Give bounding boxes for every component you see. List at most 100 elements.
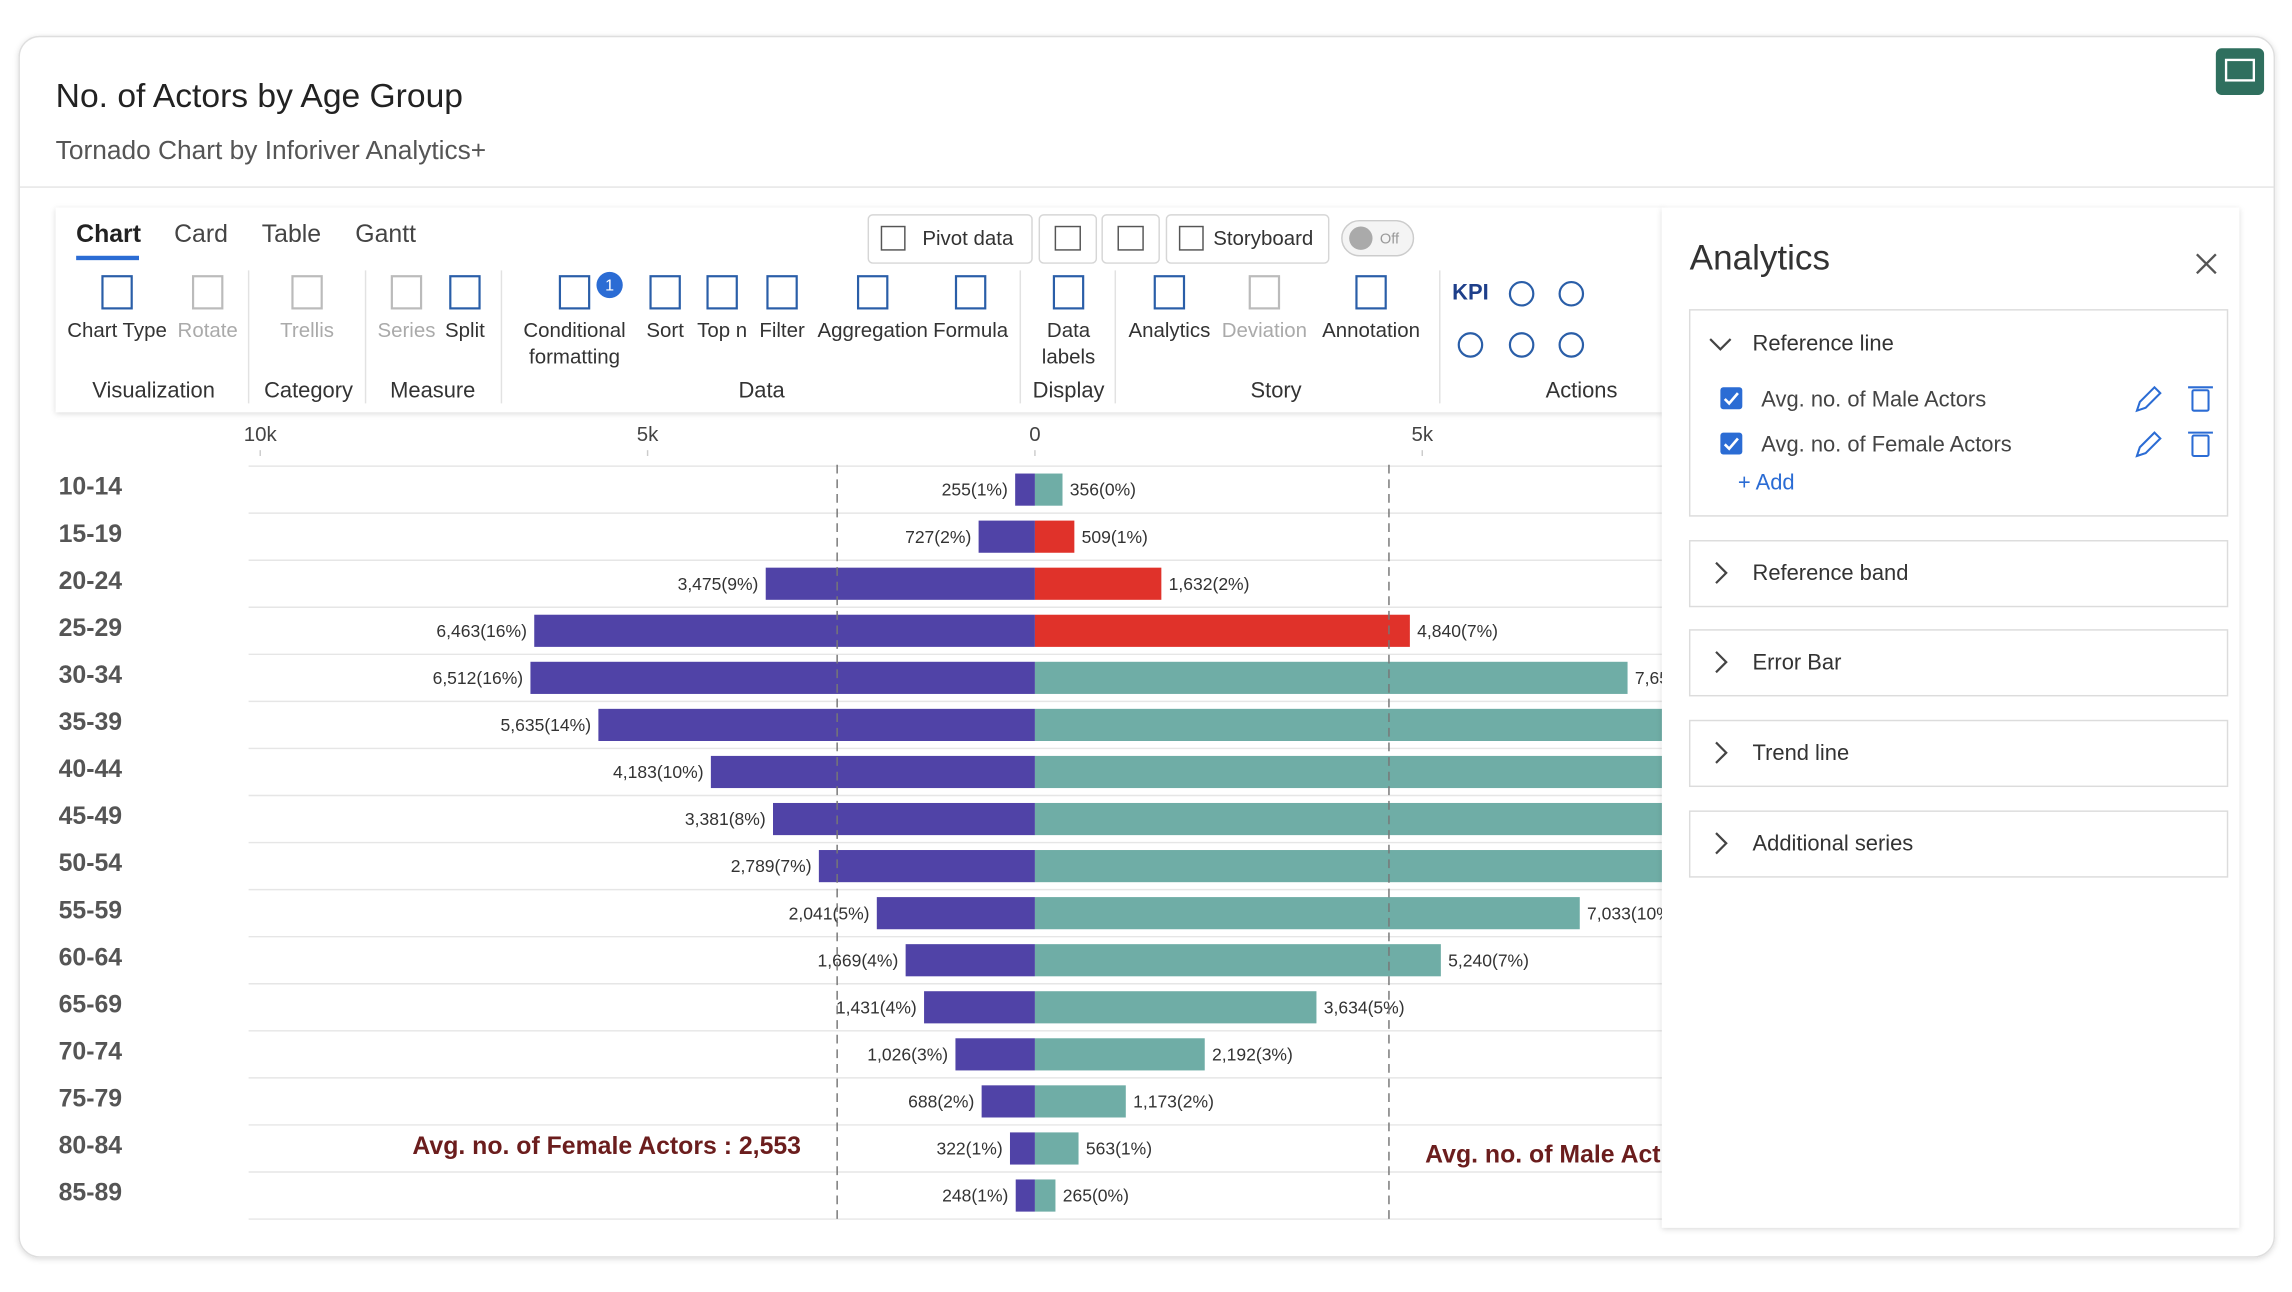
section-box[interactable] (1688, 719, 2229, 788)
section-title[interactable]: Trend line (1753, 740, 1850, 765)
ribbon-button-label[interactable]: Sort (646, 319, 684, 342)
ribbon-button-label[interactable]: Data (1047, 319, 1091, 342)
top-button[interactable] (867, 214, 1033, 264)
badge-count: 1 (605, 277, 614, 295)
ribbon-icon[interactable] (1052, 275, 1085, 310)
section-box[interactable] (1688, 540, 2229, 608)
ribbon-icon[interactable] (766, 275, 798, 310)
toggle-label: Off (1380, 232, 1400, 248)
action-icon[interactable] (1558, 332, 1585, 358)
delete-icon[interactable] (2191, 434, 2210, 458)
edit-icon[interactable] (2135, 385, 2162, 413)
category-label: 35-39 (59, 709, 123, 736)
delete-icon[interactable] (2191, 389, 2210, 412)
kpi-button[interactable]: KPI (1452, 280, 1489, 305)
chevron-down[interactable] (1709, 338, 1732, 351)
ribbon-button-label[interactable]: Filter (759, 319, 805, 342)
checkbox[interactable] (1720, 387, 1743, 410)
bar (1034, 661, 1628, 694)
ribbon-group-label: Data (738, 377, 785, 402)
ribbon-icon[interactable] (856, 275, 889, 310)
section-box[interactable] (1688, 810, 2229, 878)
data-label: 6,512(16%) (433, 668, 524, 688)
close-button[interactable] (2196, 253, 2217, 275)
tab[interactable]: Gantt (355, 221, 416, 248)
data-label: 1,632(2%) (1169, 574, 1250, 594)
data-label: 727(2%) (905, 527, 971, 547)
title: No. of Actors by Age Group (56, 78, 463, 115)
ribbon-icon[interactable] (1355, 275, 1387, 310)
bar (1034, 473, 1063, 506)
data-label: 7,033(10%) (1587, 903, 1678, 923)
ribbon-button-label[interactable]: Split (445, 319, 485, 342)
section-title[interactable]: Reference band (1753, 560, 1909, 585)
ribbon-button-label[interactable]: Analytics (1128, 319, 1210, 342)
bar (1034, 944, 1441, 977)
ribbon-button-label[interactable]: labels (1042, 345, 1095, 368)
action-icon[interactable] (1457, 332, 1484, 358)
category-label: 30-34 (59, 662, 123, 689)
category-label: 55-59 (59, 897, 123, 924)
section-title[interactable]: Additional series (1753, 831, 1914, 856)
report-icon[interactable] (2215, 48, 2265, 95)
checkbox[interactable] (1720, 432, 1743, 455)
ribbon-group-label: Category (264, 377, 353, 402)
category-label: 10-14 (59, 474, 123, 501)
section-title[interactable]: Reference line (1753, 331, 1894, 356)
chevron-right (1715, 741, 1728, 764)
bar (978, 520, 1035, 553)
data-label: 4,840(7%) (1417, 621, 1498, 641)
subtitle: Tornado Chart by Inforiver Analytics+ (56, 135, 486, 165)
ribbon-group-label: Actions (1546, 377, 1618, 402)
top-button-icon (880, 225, 906, 251)
data-label: 688(2%) (908, 1092, 974, 1112)
bar (924, 991, 1035, 1024)
action-icon[interactable] (1508, 280, 1535, 307)
category-label: 25-29 (59, 615, 123, 642)
action-icon[interactable] (1558, 280, 1585, 307)
data-label: 1,669(4%) (817, 950, 898, 970)
section-title[interactable]: Error Bar (1753, 649, 1842, 674)
ribbon-icon[interactable] (101, 275, 133, 310)
section-box[interactable] (1688, 629, 2229, 697)
chevron-right (1715, 832, 1728, 855)
x-tick-label: 0 (1029, 423, 1040, 446)
ribbon-icon[interactable] (1153, 275, 1186, 310)
bar (876, 897, 1035, 930)
data-label: 6,463(16%) (436, 621, 527, 641)
icon-button[interactable] (1101, 214, 1160, 264)
ribbon-button-label[interactable]: Top n (697, 319, 747, 342)
bar (905, 944, 1035, 977)
data-label: 1,026(3%) (867, 1044, 948, 1064)
bar (981, 1085, 1035, 1118)
bar (1034, 520, 1075, 553)
ribbon-icon[interactable] (558, 275, 591, 310)
tab[interactable]: Card (174, 221, 228, 248)
edit-icon[interactable] (2135, 431, 2162, 458)
tab[interactable]: Chart (76, 221, 141, 248)
ribbon-button-label[interactable]: Annotation (1322, 319, 1420, 342)
ribbon-icon[interactable] (954, 275, 987, 310)
chevron-right (1715, 561, 1728, 584)
tab[interactable]: Table (262, 221, 321, 248)
ribbon-button-label[interactable]: Conditional (523, 319, 625, 342)
x-tick-label: 5k (1411, 423, 1433, 446)
ribbon-button-label[interactable]: formatting (529, 345, 620, 368)
ribbon-button-label[interactable]: Aggregation (818, 319, 928, 342)
data-label: 3,475(9%) (678, 574, 759, 594)
top-button[interactable] (1165, 214, 1330, 264)
icon-button[interactable] (1038, 214, 1098, 264)
tab-underline (76, 255, 139, 261)
ribbon-button-label[interactable]: Formula (933, 319, 1009, 342)
ribbon-button-label[interactable]: Chart Type (67, 319, 167, 342)
category-label: 20-24 (59, 568, 123, 595)
ribbon-button-label: Deviation (1222, 319, 1307, 342)
ribbon-icon[interactable] (649, 275, 681, 310)
ribbon-icon[interactable] (706, 275, 738, 310)
category-label: 50-54 (59, 850, 123, 877)
bar (1034, 1132, 1079, 1165)
add-link[interactable]: + Add (1738, 470, 1795, 495)
ribbon-icon[interactable] (449, 275, 481, 310)
action-icon[interactable] (1508, 332, 1535, 358)
bar (534, 614, 1035, 647)
